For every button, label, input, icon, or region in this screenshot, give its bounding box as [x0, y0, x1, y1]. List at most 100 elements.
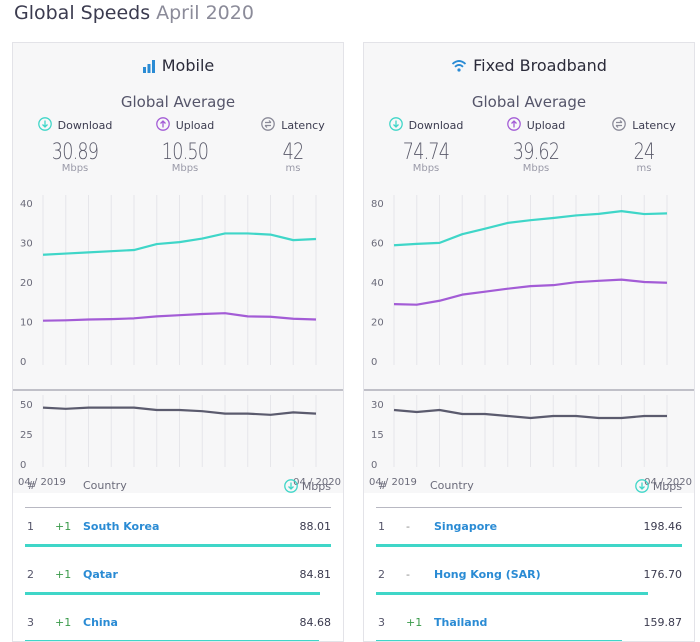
country-header: Country	[83, 479, 127, 492]
header-divider	[25, 507, 331, 508]
speed-bar	[25, 544, 331, 547]
header-divider	[376, 507, 682, 508]
table-row[interactable]: 2 - Hong Kong (SAR) 176.70	[364, 549, 694, 597]
latency-label: Latency	[632, 119, 676, 132]
mobile-chart-area: 0 10 20 30 40 0 25 50 04 / 2019 04 / 2020	[13, 183, 343, 493]
table-header: # Country Mbps	[364, 463, 694, 508]
y-tick-label: 0	[20, 460, 26, 471]
upload-value: 10.50	[161, 140, 209, 165]
upload-arrow-icon	[155, 117, 170, 134]
country-link[interactable]: Singapore	[434, 520, 498, 533]
download-label: Download	[408, 119, 464, 132]
mobile-upload-metric: Upload 10.50 Mbps	[135, 117, 235, 174]
download-arrow-icon	[37, 117, 52, 134]
upload-unit: Mbps	[171, 163, 199, 174]
mobile-tab-title[interactable]: Mobile	[13, 56, 343, 77]
fixed-country-table: # Country Mbps 1 - Singapore 198.46 2 - Hong K…	[364, 463, 694, 641]
fixed-tab-title[interactable]: Fixed Broadband	[364, 56, 694, 77]
row-rank: 3	[27, 616, 34, 629]
mbps-header-label: Mbps	[301, 479, 331, 493]
fixed-broadband-panel: Fixed Broadband Global Average Download …	[363, 42, 695, 642]
latency-label: Latency	[281, 119, 325, 132]
country-link[interactable]: China	[83, 616, 118, 629]
row-rank: 1	[27, 520, 34, 533]
fixed-chart-area: 0 20 40 60 80 0 15 30 04 / 2019 04 / 2020	[364, 183, 694, 493]
country-header: Country	[430, 479, 474, 492]
x-tick-label-start: 04 / 2019	[18, 477, 66, 488]
y-tick-label: 40	[371, 278, 384, 289]
rank-header: #	[378, 479, 388, 492]
table-row[interactable]: 1 +1 South Korea 88.01	[13, 501, 343, 549]
latency-value: 24	[633, 140, 656, 165]
x-tick-label-end: 04 / 2020	[293, 477, 341, 488]
y-tick-label: 20	[371, 318, 384, 329]
mobile-line-chart: 0 10 20 30 40 0 25 50 04 / 2019 04 / 2020	[13, 195, 343, 488]
row-rank-change: +1	[55, 568, 72, 581]
speed-bar	[25, 592, 320, 595]
row-speed-value: 88.01	[299, 520, 332, 533]
signal-bars-icon	[142, 58, 156, 77]
fixed-title-label: Fixed Broadband	[473, 56, 607, 75]
table-body: 1 - Singapore 198.46 2 - Hong Kong (SAR) 176.70…	[364, 501, 694, 641]
y-tick-label: 25	[20, 430, 33, 441]
y-tick-label: 0	[20, 357, 26, 368]
download-series-line	[42, 232, 317, 256]
table-row[interactable]: 1 - Singapore 198.46	[364, 501, 694, 549]
row-rank-change: +1	[55, 616, 72, 629]
latency-arrows-icon	[612, 117, 627, 134]
download-arrow-icon	[283, 479, 298, 493]
country-link[interactable]: Thailand	[434, 616, 488, 629]
page-title-main: Global Speeds	[14, 2, 151, 24]
mobile-country-table: # Country Mbps 1 +1 South Korea 88.01 2 +1 Qat…	[13, 463, 343, 641]
y-tick-label: 10	[20, 318, 33, 329]
mobile-panel: Mobile Global Average Download 30.89 Mbp…	[12, 42, 344, 642]
row-speed-value: 84.68	[299, 616, 332, 629]
table-row[interactable]: 2 +1 Qatar 84.81	[13, 549, 343, 597]
wifi-icon	[451, 58, 467, 77]
rank-header: #	[27, 479, 37, 492]
upload-label: Upload	[526, 119, 566, 132]
latency-unit: ms	[636, 163, 652, 174]
mobile-latency-metric: Latency 42 ms	[243, 117, 343, 174]
fixed-download-metric: Download 74.74 Mbps	[376, 117, 476, 174]
latency-value: 42	[282, 140, 305, 165]
row-speed-value: 84.81	[299, 568, 332, 581]
row-speed-value: 198.46	[643, 520, 683, 533]
x-tick-label-start: 04 / 2019	[369, 477, 417, 488]
country-link[interactable]: Qatar	[83, 568, 118, 581]
upload-value: 39.62	[512, 140, 560, 165]
upload-series-line	[393, 278, 668, 306]
country-link[interactable]: Hong Kong (SAR)	[434, 568, 541, 581]
mbps-header-label: Mbps	[652, 479, 682, 493]
table-row[interactable]: 3 +1 China 84.68	[13, 597, 343, 641]
row-rank-change: +1	[406, 616, 423, 629]
y-tick-label: 40	[20, 199, 33, 210]
y-tick-label: 0	[371, 357, 377, 368]
latency-unit: ms	[285, 163, 301, 174]
mobile-avg-title: Global Average	[120, 93, 236, 111]
y-tick-label: 80	[371, 199, 384, 210]
latency-series-line	[42, 406, 317, 416]
speed-bar	[376, 592, 649, 595]
upload-series-line	[42, 312, 317, 322]
speed-bar	[376, 544, 682, 547]
x-tick-label-end: 04 / 2020	[644, 477, 692, 488]
table-row[interactable]: 3 +1 Thailand 159.87	[364, 597, 694, 641]
y-tick-label: 0	[371, 460, 377, 471]
latency-series-line	[393, 408, 667, 420]
row-rank: 2	[378, 568, 385, 581]
country-link[interactable]: South Korea	[83, 520, 160, 533]
y-tick-label: 50	[20, 400, 33, 411]
download-series-line	[393, 209, 668, 247]
row-speed-value: 176.70	[643, 568, 683, 581]
page-title: Global Speeds April 2020	[14, 2, 254, 24]
table-body: 1 +1 South Korea 88.01 2 +1 Qatar 84.81 3 +1 China…	[13, 501, 343, 641]
fixed-card-header: Fixed Broadband Global Average Download …	[364, 43, 694, 183]
y-tick-label: 30	[371, 400, 384, 411]
download-unit: Mbps	[412, 163, 440, 174]
row-rank: 1	[378, 520, 385, 533]
download-value: 74.74	[402, 140, 450, 165]
y-tick-label: 60	[371, 239, 384, 250]
upload-label: Upload	[175, 119, 215, 132]
page-title-date: April 2020	[156, 2, 254, 24]
